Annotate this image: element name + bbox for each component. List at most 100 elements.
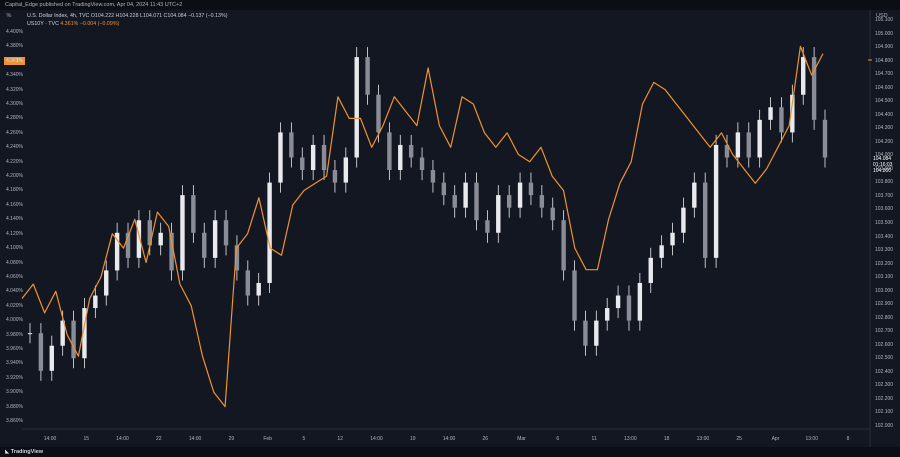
time-axis-tick: 15 xyxy=(83,436,90,442)
right-axis-tick: 104.700 xyxy=(875,71,894,78)
time-axis-tick: 11 xyxy=(591,436,597,442)
dxy-candle xyxy=(365,57,370,95)
overlay-symbol: US10Y · TVC xyxy=(27,21,59,27)
left-axis-tick: 3.920% xyxy=(6,374,23,381)
time-axis-tick: 19 xyxy=(409,436,416,442)
left-axis-tick: 3.880% xyxy=(6,403,23,410)
left-axis-tick: 4.020% xyxy=(6,302,23,309)
left-axis-tick: 3.960% xyxy=(6,345,23,352)
time-axis-tick: 6 xyxy=(556,436,560,442)
left-axis-tick: 4.220% xyxy=(6,158,23,165)
dxy-candle xyxy=(93,295,98,309)
dxy-candle xyxy=(27,333,33,335)
dxy-candle xyxy=(735,132,741,158)
time-axis-tick: 13:00 xyxy=(696,436,710,442)
dxy-candle xyxy=(485,220,490,233)
time-axis-tick: Mar xyxy=(517,436,526,442)
right-axis-tick: 104.600 xyxy=(875,84,894,91)
overlay-last-value-badge: 4.361% xyxy=(4,57,25,65)
main-symbol-row[interactable]: U.S. Dollar Index, 4h, TVC O104.222 H104… xyxy=(27,12,227,20)
dxy-candle xyxy=(408,144,414,158)
left-axis-tick: 4.260% xyxy=(6,129,23,136)
right-axis-tick: 103.800 xyxy=(875,179,894,186)
dxy-candle xyxy=(256,282,261,296)
dxy-candle xyxy=(441,182,447,196)
time-axis-tick: 13:00 xyxy=(624,436,637,442)
tradingview-logo[interactable]: ◣ TradingView xyxy=(0,449,43,455)
time-axis-tick: Apr xyxy=(771,436,780,442)
time-axis-tick: 14:00 xyxy=(442,436,456,442)
right-axis-tick: 104.500 xyxy=(875,98,894,105)
overlay-symbol-row[interactable]: US10Y · TVC 4.361% −0.004 (−0.09%) xyxy=(27,20,227,28)
left-axis-tick: 3.980% xyxy=(6,331,23,338)
left-axis-tick: 4.320% xyxy=(6,86,23,93)
left-axis-tick: 4.000% xyxy=(6,317,23,324)
time-axis-tick: 13:00 xyxy=(805,436,818,442)
right-axis-tick: 102.300 xyxy=(875,382,894,389)
next-price-tick: 104.800 xyxy=(873,168,892,174)
dxy-candle xyxy=(659,245,664,258)
dxy-candle xyxy=(572,270,577,321)
tradingview-logo-icon: ◣ xyxy=(5,449,10,455)
dxy-candle xyxy=(267,182,272,283)
left-axis-tick: 4.080% xyxy=(6,259,23,266)
tradingview-brand: TradingView xyxy=(10,449,44,455)
dxy-candle xyxy=(60,320,65,346)
dxy-candle xyxy=(670,232,675,246)
dxy-candle xyxy=(82,308,87,359)
time-axis-tick: 26 xyxy=(482,436,489,442)
dxy-candle xyxy=(191,195,196,233)
time-axis-tick: 25 xyxy=(736,436,742,442)
right-axis-tick: 104.400 xyxy=(875,111,894,118)
last-price-badge: 104.084 01:16:03 104.800 xyxy=(873,156,897,174)
right-axis-tick: 102.000 xyxy=(875,423,894,429)
dxy-candle xyxy=(104,270,109,296)
time-axis-tick: 12 xyxy=(337,436,343,442)
dxy-candle xyxy=(822,119,828,158)
dxy-candle xyxy=(332,170,338,183)
dxy-candle xyxy=(158,232,163,246)
right-axis-tick: 103.600 xyxy=(875,206,894,213)
dxy-candle xyxy=(779,107,784,133)
right-axis-tick: 102.100 xyxy=(875,409,894,416)
dxy-candle xyxy=(125,232,131,258)
dxy-candle xyxy=(517,182,523,208)
dxy-candle xyxy=(71,320,76,359)
dxy-candle xyxy=(463,182,468,208)
right-axis-tick: 102.200 xyxy=(875,395,894,402)
left-axis-tick: 3.900% xyxy=(6,389,23,396)
percent-scale-button[interactable]: % xyxy=(6,13,12,19)
dxy-candle xyxy=(681,207,686,233)
time-axis-tick: 14:00 xyxy=(43,436,57,442)
right-axis-tick: 104.800 xyxy=(875,57,894,64)
dxy-candle xyxy=(180,195,185,271)
left-axis-tick: 3.860% xyxy=(6,418,23,424)
dxy-candle xyxy=(550,207,555,221)
right-axis-tick: 102.800 xyxy=(875,314,894,321)
dxy-candle xyxy=(713,144,719,258)
last-price: 104.084 xyxy=(873,156,892,162)
chart-legend: U.S. Dollar Index, 4h, TVC O104.222 H104… xyxy=(27,12,227,28)
dxy-candle xyxy=(245,270,251,296)
dxy-candle xyxy=(692,182,697,208)
time-axis-tick: 5 xyxy=(302,436,306,442)
right-axis-unit: USD xyxy=(876,13,888,19)
publisher-text: Capital_Edge published on TradingView.co… xyxy=(5,2,183,8)
left-axis-tick: 4.160% xyxy=(6,201,23,208)
right-axis-tick: 102.400 xyxy=(875,368,894,375)
overlay-value: 4.361% −0.004 (−0.09%) xyxy=(60,21,120,27)
dxy-candle xyxy=(528,182,534,196)
left-axis-tick: 4.280% xyxy=(6,115,23,122)
dxy-candle xyxy=(801,57,806,95)
right-axis-tick: 104.200 xyxy=(875,138,894,145)
right-axis-tick: 102.900 xyxy=(875,301,894,308)
right-axis-tick: 102.500 xyxy=(875,355,894,362)
left-axis-tick: 4.300% xyxy=(6,101,23,108)
dxy-candle xyxy=(234,245,240,271)
right-axis-tick: 103.000 xyxy=(875,287,894,294)
dxy-candle xyxy=(49,345,54,371)
footer-bar: ◣ TradingView xyxy=(0,447,900,457)
left-axis-tick: 4.380% xyxy=(6,43,23,50)
left-axis-tick: 4.180% xyxy=(6,187,23,194)
